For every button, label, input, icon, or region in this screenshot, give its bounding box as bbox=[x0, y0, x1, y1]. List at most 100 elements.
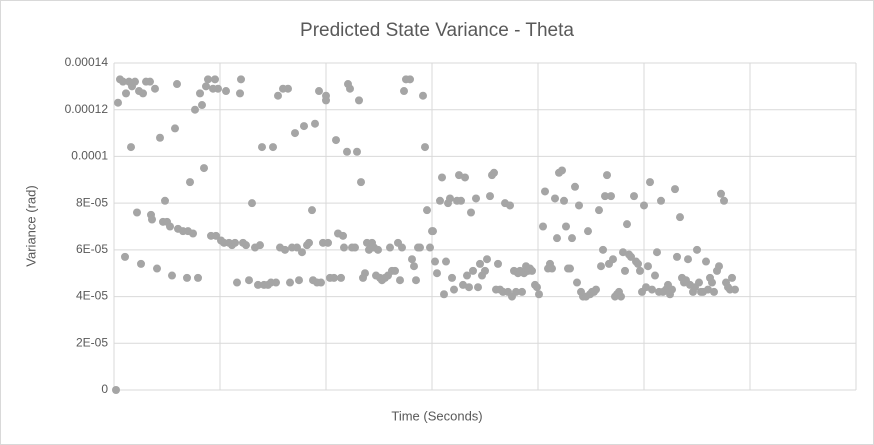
data-point bbox=[291, 129, 299, 138]
data-point bbox=[168, 271, 176, 280]
data-point bbox=[406, 75, 414, 84]
data-point bbox=[214, 84, 222, 93]
data-point bbox=[204, 75, 212, 84]
data-point bbox=[421, 143, 429, 152]
data-point bbox=[490, 168, 498, 177]
data-point bbox=[272, 278, 280, 287]
data-point bbox=[539, 222, 547, 231]
data-point bbox=[474, 283, 482, 292]
y-tick-label: 8E-05 bbox=[76, 195, 108, 209]
data-point bbox=[332, 136, 340, 145]
data-point bbox=[396, 276, 404, 285]
data-point bbox=[284, 84, 292, 93]
data-point bbox=[653, 248, 661, 257]
data-point bbox=[412, 276, 420, 285]
data-point bbox=[623, 220, 631, 229]
data-point bbox=[166, 222, 174, 231]
data-point bbox=[211, 75, 219, 84]
data-point bbox=[161, 196, 169, 205]
data-point bbox=[558, 166, 566, 175]
data-point bbox=[339, 231, 347, 240]
data-point bbox=[386, 243, 394, 252]
data-point bbox=[627, 252, 635, 261]
data-point bbox=[541, 187, 549, 196]
data-point bbox=[648, 285, 656, 294]
data-point bbox=[222, 87, 230, 96]
data-point bbox=[512, 287, 520, 296]
data-point bbox=[122, 89, 130, 98]
y-tick-label: 0.00014 bbox=[65, 55, 109, 69]
data-point bbox=[355, 96, 363, 105]
data-point bbox=[183, 273, 191, 282]
data-point bbox=[346, 84, 354, 93]
y-tick-label: 0.00012 bbox=[65, 102, 109, 116]
data-point bbox=[237, 75, 245, 84]
y-axis-title: Variance (rad) bbox=[23, 185, 38, 266]
data-point bbox=[438, 173, 446, 182]
y-tick-label: 2E-05 bbox=[76, 335, 108, 349]
data-point bbox=[300, 122, 308, 131]
data-point bbox=[693, 245, 701, 254]
data-point bbox=[153, 264, 161, 273]
chart-title: Predicted State Variance - Theta bbox=[300, 20, 574, 41]
data-point bbox=[568, 234, 576, 243]
data-point bbox=[281, 245, 289, 254]
data-point bbox=[553, 234, 561, 243]
data-point bbox=[231, 238, 239, 247]
data-point bbox=[322, 91, 330, 100]
data-point bbox=[343, 147, 351, 156]
data-point bbox=[494, 259, 502, 268]
data-point bbox=[148, 215, 156, 224]
data-point bbox=[419, 91, 427, 100]
data-point bbox=[607, 192, 615, 201]
data-point bbox=[357, 178, 365, 187]
data-point bbox=[621, 266, 629, 275]
data-point bbox=[708, 278, 716, 287]
data-point bbox=[151, 84, 159, 93]
data-point bbox=[198, 101, 206, 110]
data-point bbox=[476, 259, 484, 268]
data-point bbox=[483, 255, 491, 264]
data-point bbox=[446, 194, 454, 203]
data-point bbox=[242, 241, 250, 250]
data-point bbox=[634, 259, 642, 268]
data-point bbox=[233, 278, 241, 287]
data-point bbox=[194, 273, 202, 282]
data-point bbox=[254, 280, 262, 289]
data-point bbox=[245, 276, 253, 285]
data-point bbox=[673, 252, 681, 261]
data-point bbox=[595, 206, 603, 215]
data-point bbox=[720, 196, 728, 205]
data-point bbox=[715, 262, 723, 271]
data-point bbox=[400, 87, 408, 96]
data-point bbox=[636, 266, 644, 275]
data-point bbox=[189, 229, 197, 238]
data-point bbox=[448, 273, 456, 282]
data-point bbox=[651, 271, 659, 280]
data-point bbox=[463, 271, 471, 280]
data-point bbox=[131, 77, 139, 86]
data-point bbox=[671, 185, 679, 194]
data-point bbox=[467, 208, 475, 217]
data-point bbox=[668, 285, 676, 294]
data-point bbox=[535, 290, 543, 299]
data-point bbox=[472, 194, 480, 203]
data-point bbox=[112, 386, 120, 394]
data-point bbox=[731, 285, 739, 294]
data-point bbox=[196, 89, 204, 98]
y-tick-label: 0.0001 bbox=[71, 149, 108, 163]
data-point bbox=[431, 257, 439, 266]
data-point bbox=[127, 143, 135, 152]
data-point bbox=[646, 178, 654, 187]
data-point bbox=[311, 119, 319, 128]
data-point bbox=[457, 196, 465, 205]
data-point bbox=[644, 262, 652, 271]
data-point bbox=[597, 262, 605, 271]
data-point bbox=[506, 201, 514, 210]
data-point bbox=[315, 87, 323, 96]
data-point bbox=[340, 243, 348, 252]
data-point bbox=[584, 227, 592, 236]
data-point bbox=[408, 255, 416, 264]
data-point bbox=[258, 143, 266, 152]
data-point bbox=[684, 255, 692, 264]
